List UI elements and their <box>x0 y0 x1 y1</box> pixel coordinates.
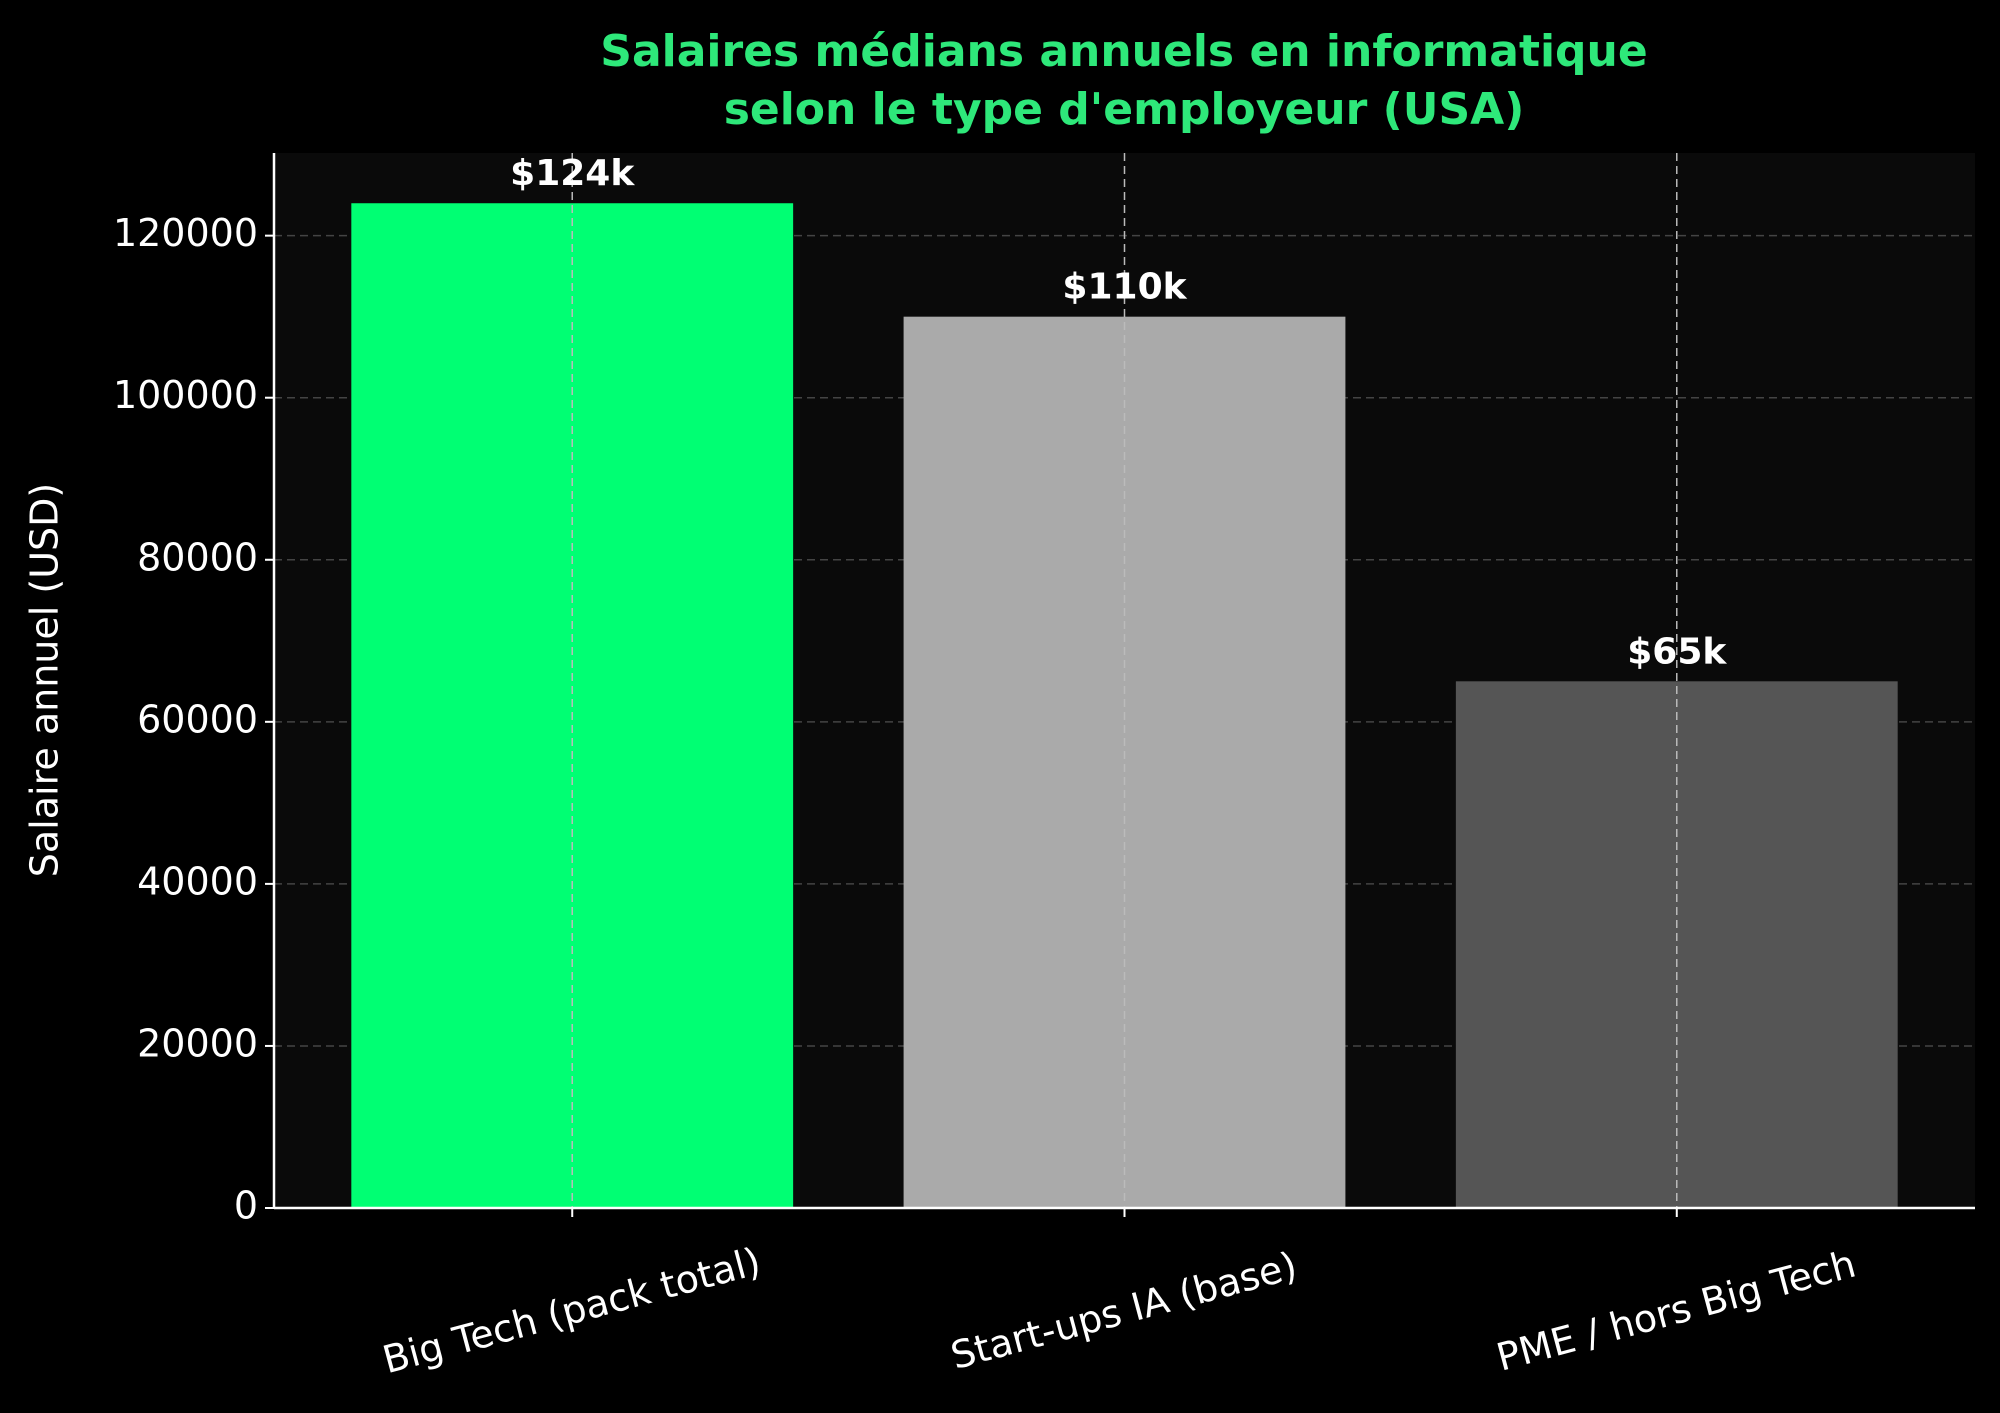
chart-title: Salaires médians annuels en informatique <box>600 26 1647 77</box>
chart-title: selon le type d'employeur (USA) <box>724 84 1525 135</box>
y-tick-label: 100000 <box>113 373 258 417</box>
y-tick-label: 20000 <box>137 1021 258 1065</box>
value-label: $124k <box>510 153 635 194</box>
bar <box>903 316 1346 1208</box>
value-label: $110k <box>1062 267 1187 308</box>
y-tick-label: 40000 <box>137 859 258 903</box>
y-tick-label: 60000 <box>137 697 258 741</box>
y-tick-label: 120000 <box>113 211 258 255</box>
y-tick-label: 80000 <box>137 535 258 579</box>
y-tick-label: 0 <box>234 1184 258 1228</box>
value-label: $65k <box>1627 631 1727 672</box>
y-axis-label: Salaire annuel (USD) <box>23 483 67 877</box>
